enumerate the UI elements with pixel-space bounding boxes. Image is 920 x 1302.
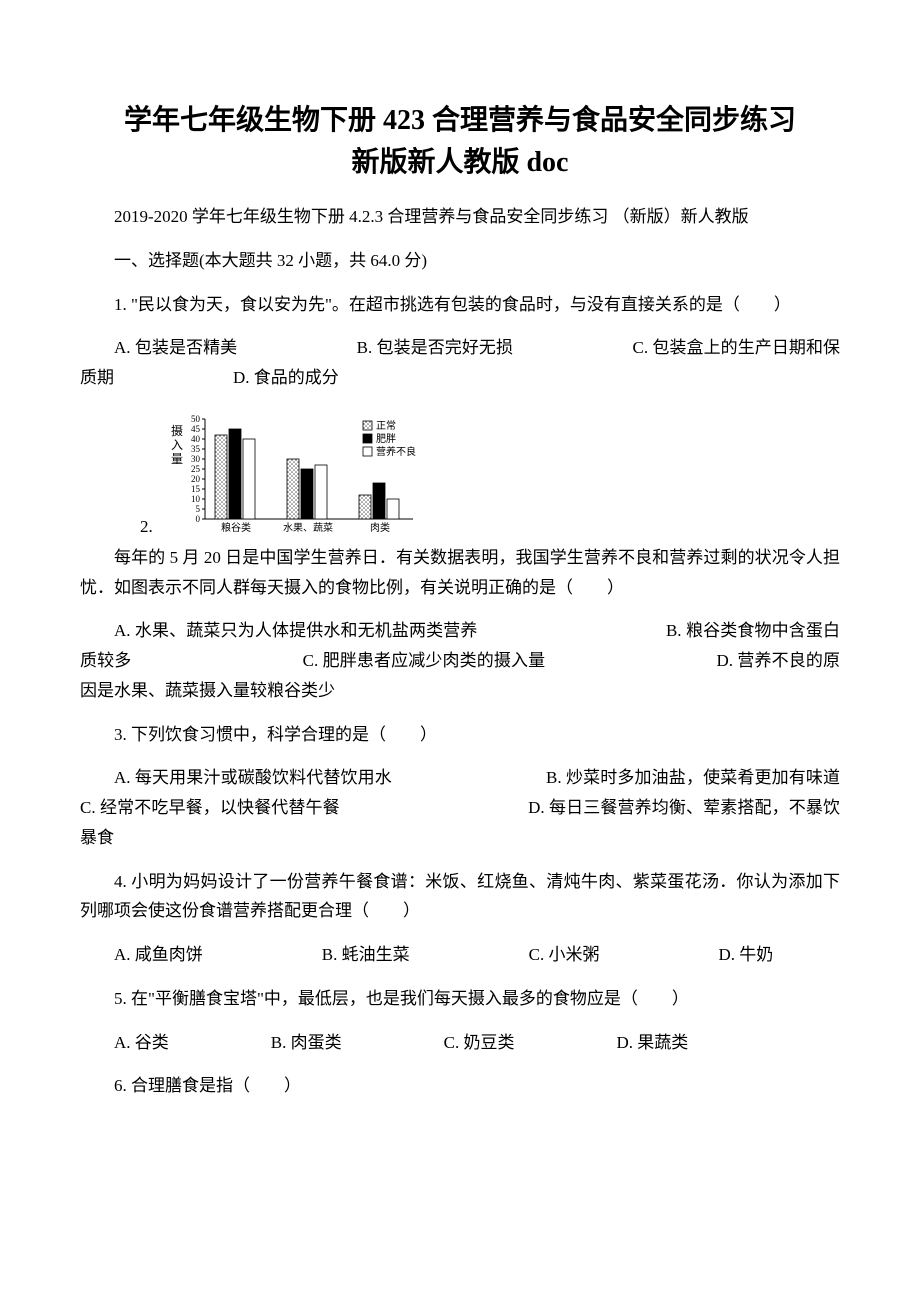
svg-text:粮谷类: 粮谷类 [221, 521, 251, 534]
svg-text:肥胖: 肥胖 [376, 433, 396, 445]
question-5: 5. 在"平衡膳食宝塔"中，最低层，也是我们每天摄入最多的食物应是（ ） [80, 984, 840, 1014]
svg-text:摄: 摄 [171, 423, 183, 438]
question-1-options: A. 包装是否精美 B. 包装是否完好无损 C. 包装盒上的生产日期和保质期 D… [80, 333, 840, 393]
svg-text:20: 20 [191, 474, 201, 484]
svg-text:10: 10 [191, 494, 201, 504]
question-3: 3. 下列饮食习惯中，科学合理的是（ ） [80, 720, 840, 750]
question-4: 4. 小明为妈妈设计了一份营养午餐食谱：米饭、红烧鱼、清炖牛肉、紫菜蛋花汤．你认… [80, 867, 840, 927]
question-3-options: A. 每天用果汁或碳酸饮料代替饮用水 B. 炒菜时多加油盐，使菜肴更加有味道 C… [80, 763, 840, 852]
svg-text:50: 50 [191, 414, 201, 424]
bar-chart: 摄入量 05101520253035404550 粮谷类 水果、蔬菜 肉类 正常肥胖营养不… [163, 407, 443, 537]
question-5-options: A. 谷类 B. 肉蛋类 C. 奶豆类 D. 果蔬类 [80, 1028, 840, 1058]
svg-text:30: 30 [191, 454, 201, 464]
question-2-number: 2. [140, 517, 153, 537]
question-4-options: A. 咸鱼肉饼 B. 蚝油生菜 C. 小米粥 D. 牛奶 [80, 940, 840, 970]
question-2-chart-row: 2. 摄入量 05101520253035404550 粮谷类 水果、蔬菜 肉类 正常肥胖… [140, 407, 840, 537]
svg-text:25: 25 [191, 464, 201, 474]
section-header: 一、选择题(本大题共 32 小题，共 64.0 分) [80, 246, 840, 276]
question-2-options: A. 水果、蔬菜只为人体提供水和无机盐两类营养 B. 粮谷类食物中含蛋白质较多 … [80, 616, 840, 705]
title-line-2: 新版新人教版 doc [351, 147, 568, 178]
svg-text:45: 45 [191, 424, 201, 434]
svg-text:入: 入 [171, 438, 183, 452]
question-1: 1. "民以食为天，食以安为先"。在超市挑选有包装的食品时，与没有直接关系的是（… [80, 290, 840, 320]
svg-text:15: 15 [191, 484, 201, 494]
question-2-text: 每年的 5 月 20 日是中国学生营养日．有关数据表明，我国学生营养不良和营养过… [80, 543, 840, 603]
svg-text:0: 0 [195, 514, 200, 524]
doc-title: 学年七年级生物下册 423 合理营养与食品安全同步练习 新版新人教版 doc [80, 100, 840, 184]
title-line-1: 学年七年级生物下册 423 合理营养与食品安全同步练习 [124, 105, 796, 136]
svg-text:5: 5 [195, 504, 200, 514]
svg-text:量: 量 [171, 452, 183, 466]
intro-paragraph: 2019-2020 学年七年级生物下册 4.2.3 合理营养与食品安全同步练习 … [80, 202, 840, 232]
question-6: 6. 合理膳食是指（ ） [80, 1071, 840, 1101]
svg-text:正常: 正常 [376, 419, 396, 432]
svg-text:水果、蔬菜: 水果、蔬菜 [283, 522, 333, 534]
svg-text:肉类: 肉类 [370, 521, 390, 534]
svg-text:35: 35 [191, 444, 201, 454]
svg-text:营养不良: 营养不良 [376, 445, 416, 458]
svg-text:40: 40 [191, 434, 201, 444]
